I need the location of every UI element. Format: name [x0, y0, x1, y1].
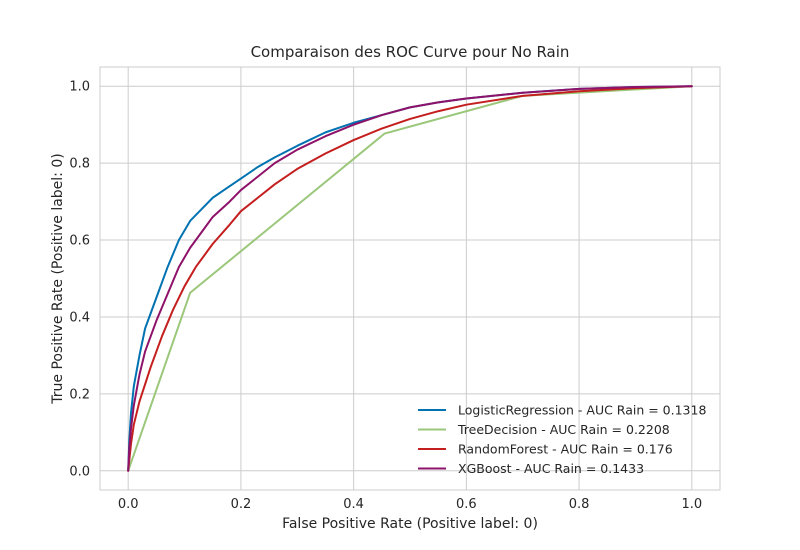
y-tick-label: 0.6: [69, 234, 90, 249]
chart-title: Comparaison des ROC Curve pour No Rain: [251, 43, 570, 61]
roc-line-2: [127, 85, 693, 472]
legend-label: LogisticRegression - AUC Rain = 0.1318: [458, 403, 706, 418]
y-tick-label: 0.4: [69, 310, 90, 325]
y-axis-label: True Positive Rate (Positive label: 0): [50, 153, 66, 404]
x-tick-label: 0.0: [118, 497, 139, 512]
plot-area: [99, 66, 721, 491]
tick-labels: 0.0 0.2 0.4 0.6 0.8 1.0 0.0 0.2 0.4 0.6 0.8 1.0: [69, 80, 702, 512]
legend: LogisticRegression - AUC Rain = 0.1318 Tr…: [418, 403, 706, 476]
legend-label: RandomForest - AUC Rain = 0.176: [458, 442, 673, 457]
x-tick-label: 0.6: [456, 497, 477, 512]
x-tick-label: 1.0: [681, 497, 702, 512]
roc-line-4: [127, 85, 693, 472]
x-axis-label: False Positive Rate (Positive label: 0): [282, 516, 538, 532]
y-tick-label: 0.2: [69, 387, 90, 402]
grid-lines: [100, 67, 720, 490]
x-tick-label: 0.2: [231, 497, 252, 512]
legend-label: TreeDecision - AUC Rain = 0.2208: [457, 422, 670, 437]
y-tick-label: 0.8: [69, 157, 90, 172]
y-tick-label: 0.0: [69, 464, 90, 479]
roc-series: [127, 85, 693, 472]
legend-label: XGBoost - AUC Rain = 0.1433: [458, 461, 644, 476]
x-tick-label: 0.8: [569, 497, 590, 512]
roc-line-3: [127, 85, 693, 472]
y-tick-label: 1.0: [69, 80, 90, 95]
x-tick-label: 0.4: [343, 497, 364, 512]
